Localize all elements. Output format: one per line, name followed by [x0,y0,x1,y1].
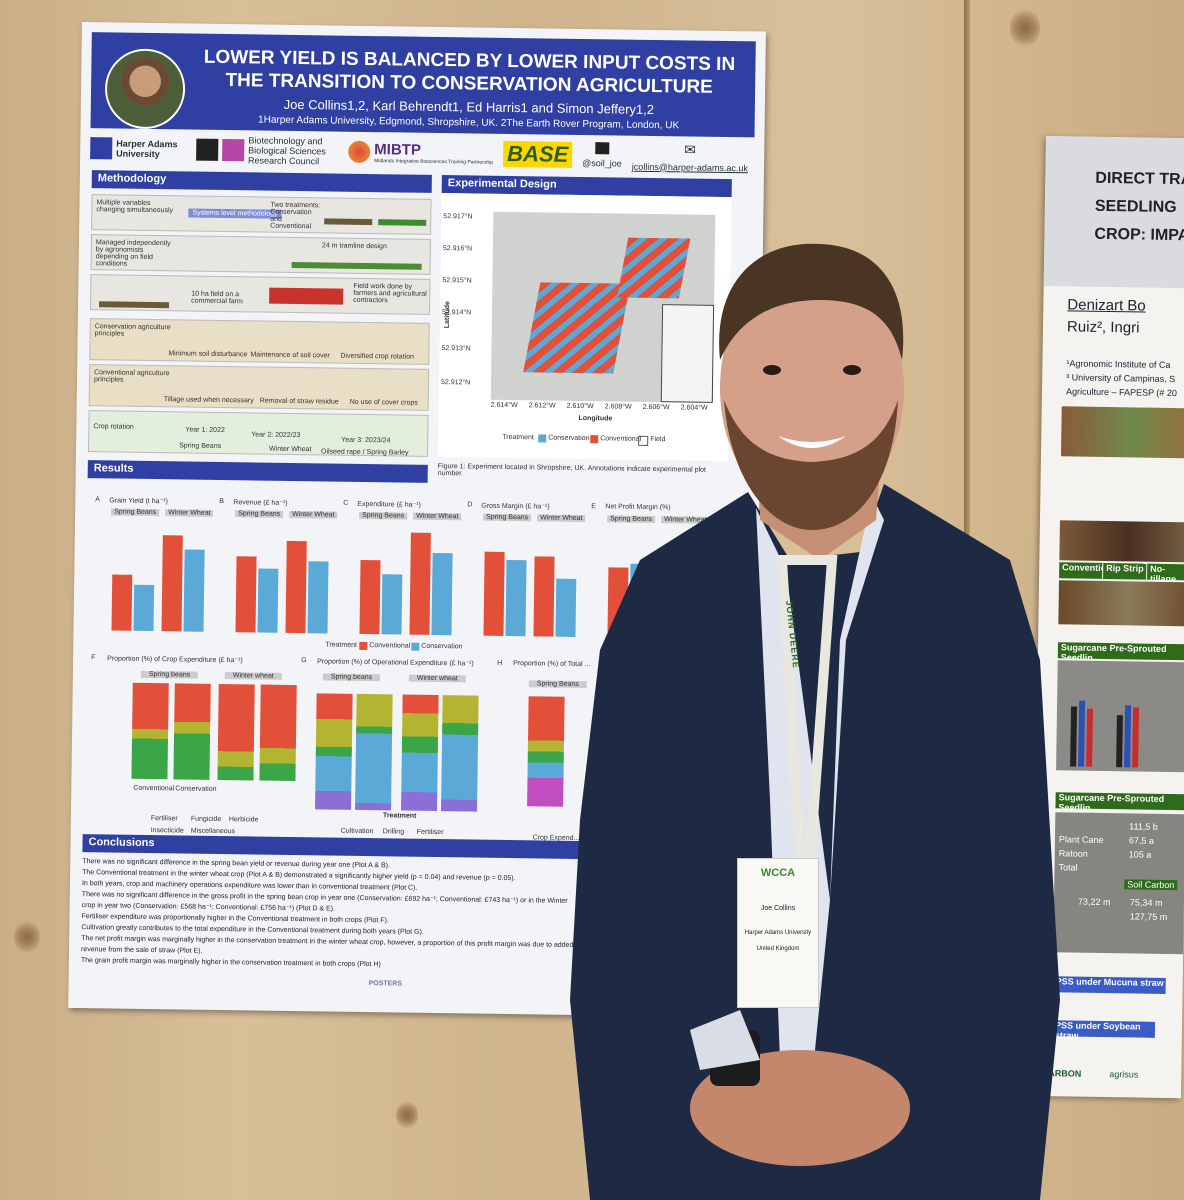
shirt [830,496,884,900]
eye [763,365,781,375]
smile [778,436,846,448]
face [720,262,904,514]
wood-knot [14,920,40,954]
badge-institution: Harper Adams University [744,930,812,936]
badge-country: United Kingdom [756,946,800,952]
wood-knot [396,1100,418,1130]
hair [719,243,904,360]
badge-event-logo: WCCA [760,867,796,879]
eye [843,365,861,375]
name-badge: WCCA Joe Collins Harper Adams University… [737,858,819,1008]
wood-knot [1010,8,1040,48]
badge-name: Joe Collins [760,905,796,912]
beard [724,400,898,530]
shirt-cuff [690,1010,760,1070]
